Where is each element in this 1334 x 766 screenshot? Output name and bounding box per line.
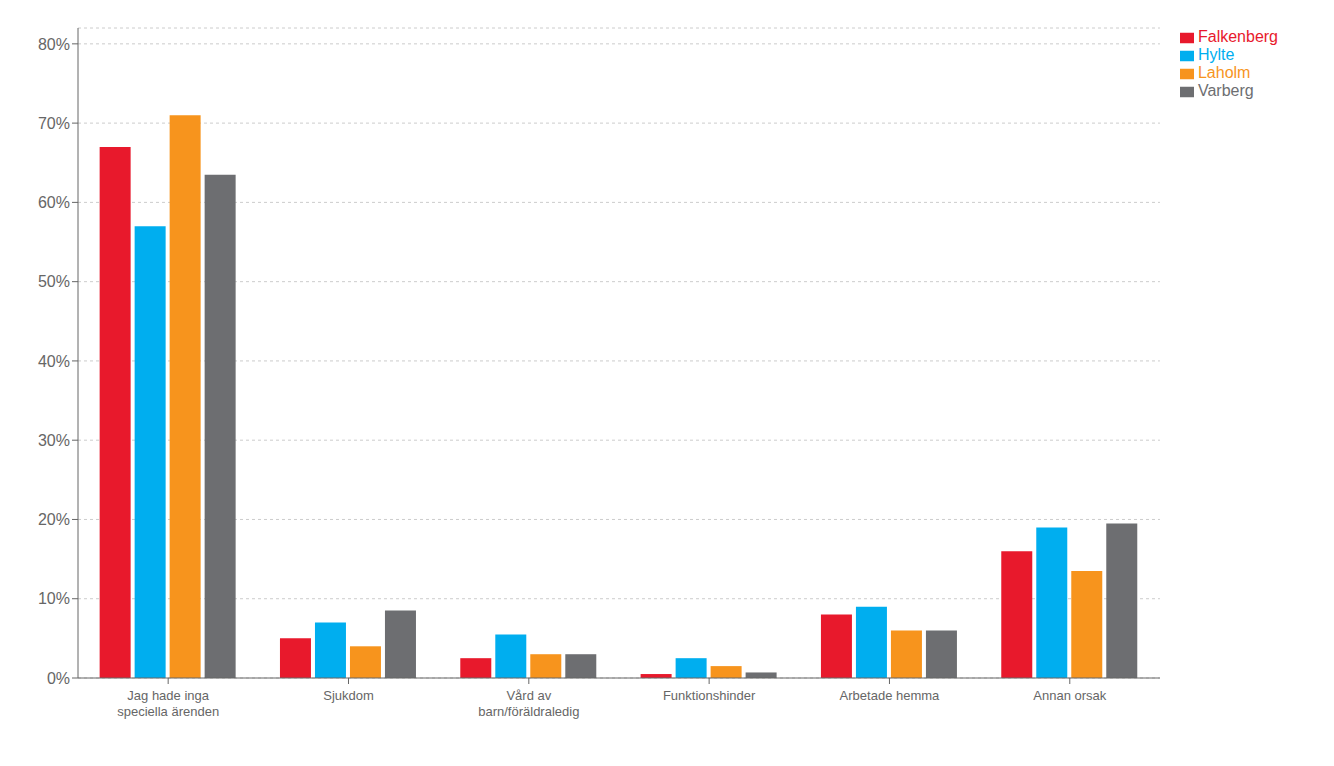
svg-text:Arbetade hemma: Arbetade hemma bbox=[840, 688, 940, 703]
html-text:Falkenberg: Falkenberg bbox=[1198, 28, 1278, 45]
svg-text:10%: 10% bbox=[38, 590, 70, 607]
svg-text:30%: 30% bbox=[38, 432, 70, 449]
svg-text:40%: 40% bbox=[38, 353, 70, 370]
svg-text:Jag hade ingaspeciella ärenden: Jag hade ingaspeciella ärenden bbox=[117, 688, 219, 719]
svg-text:Sjukdom: Sjukdom bbox=[323, 688, 374, 703]
svg-text:0%: 0% bbox=[47, 670, 70, 687]
svg-text:20%: 20% bbox=[38, 511, 70, 528]
html-text:Laholm: Laholm bbox=[1198, 64, 1251, 81]
svg-text:Funktionshinder: Funktionshinder bbox=[663, 688, 756, 703]
html-text:Hylte: Hylte bbox=[1198, 46, 1235, 63]
svg-text:Vård avbarn/föräldraledig: Vård avbarn/föräldraledig bbox=[478, 688, 579, 719]
svg-text:80%: 80% bbox=[38, 36, 70, 53]
svg-text:60%: 60% bbox=[38, 194, 70, 211]
html-text:Varberg: Varberg bbox=[1198, 82, 1254, 99]
svg-text:Annan orsak: Annan orsak bbox=[1033, 688, 1106, 703]
svg-text:70%: 70% bbox=[38, 115, 70, 132]
svg-text:50%: 50% bbox=[38, 273, 70, 290]
